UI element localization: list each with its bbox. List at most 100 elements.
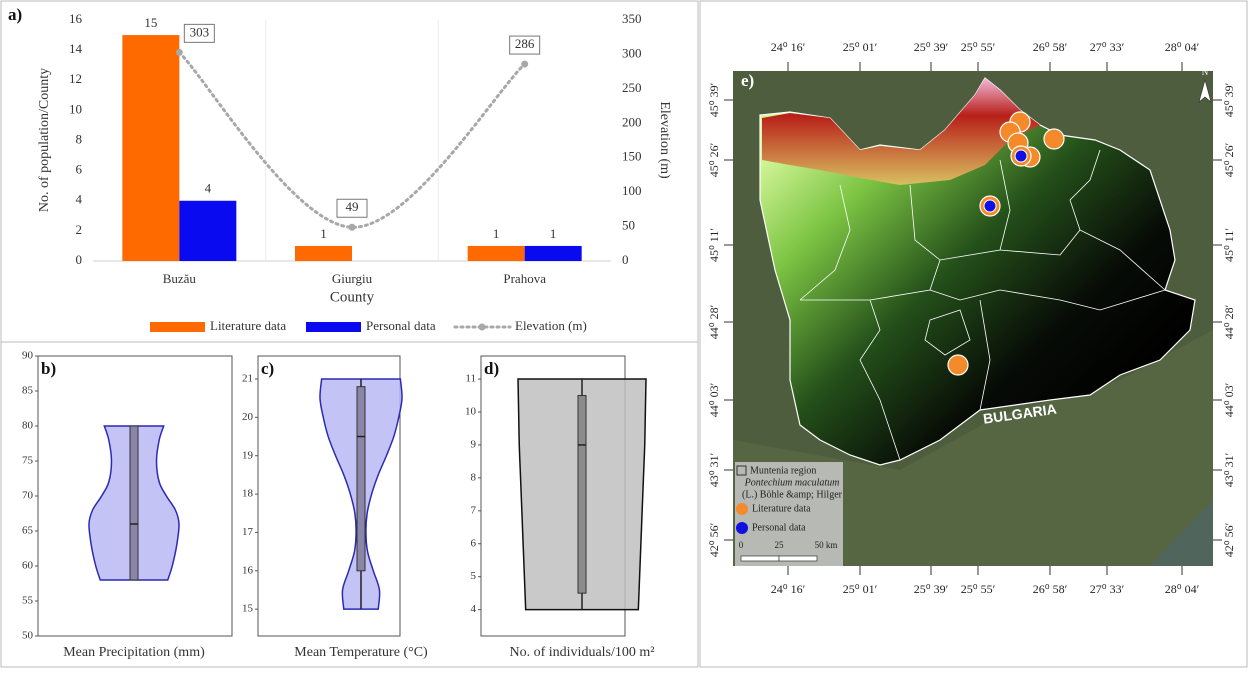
lon-label: 25⁰ 39′ xyxy=(914,582,949,596)
elevation-value-label: 286 xyxy=(515,36,535,51)
legend-text: Muntenia region xyxy=(750,465,816,476)
map: N e) BULGARIA Muntenia region Pontechium… xyxy=(707,40,1236,596)
y-tick-label: 9 xyxy=(471,438,477,450)
y-tick-label: 8 xyxy=(471,471,477,483)
x-axis-title: Mean Temperature (°C) xyxy=(294,645,428,660)
y-tick-label: 80 xyxy=(22,420,34,432)
legend-text: Pontechium maculatum xyxy=(744,477,840,488)
y2-tick-label: 350 xyxy=(622,11,642,26)
legend-swatch xyxy=(150,322,205,332)
y-tick-label: 21 xyxy=(242,373,253,385)
y-tick-label: 0 xyxy=(76,252,83,267)
elevation-value-label: 49 xyxy=(346,199,359,214)
legend-literature-swatch xyxy=(736,503,748,515)
lat-label: 45⁰ 26′ xyxy=(1222,142,1236,177)
y2-tick-label: 100 xyxy=(622,183,642,198)
y-tick-label: 60 xyxy=(22,560,34,572)
lon-label: 25⁰ 01′ xyxy=(843,40,878,54)
panel-label: c) xyxy=(261,359,274,378)
figure: N e) BULGARIA Muntenia region Pontechium… xyxy=(0,0,1248,668)
y-tick-label: 18 xyxy=(242,488,254,500)
lat-label: 43⁰ 31′ xyxy=(707,452,721,487)
lon-label: 28⁰ 04′ xyxy=(1165,582,1200,596)
lon-label: 25⁰ 01′ xyxy=(843,582,878,596)
elevation-point xyxy=(521,61,528,68)
y2-tick-label: 300 xyxy=(622,45,642,60)
y-tick-label: 14 xyxy=(69,41,83,56)
north-label: N xyxy=(1202,67,1209,77)
y-tick-label: 12 xyxy=(69,71,82,86)
x-tick-label: Prahova xyxy=(503,271,546,286)
bar xyxy=(122,35,179,261)
bar xyxy=(525,246,582,261)
x-axis-title: No. of individuals/100 m² xyxy=(510,645,655,660)
legend-text: Personal data xyxy=(752,522,806,533)
legend-text: Literature data xyxy=(752,503,811,514)
lon-label: 27⁰ 33′ xyxy=(1090,582,1125,596)
box xyxy=(578,396,586,594)
y-tick-label: 16 xyxy=(242,564,254,576)
lon-label: 26⁰ 58′ xyxy=(1033,582,1068,596)
y2-tick-label: 250 xyxy=(622,80,642,95)
y-tick-label: 2 xyxy=(76,222,83,237)
bar xyxy=(295,246,352,261)
legend-label: Personal data xyxy=(366,318,436,333)
y2-tick-label: 150 xyxy=(622,149,642,164)
y-tick-label: 4 xyxy=(471,603,477,615)
y-tick-label: 85 xyxy=(22,385,34,397)
y-tick-label: 5 xyxy=(471,570,477,582)
y-tick-label: 16 xyxy=(69,11,83,26)
y-tick-label: 70 xyxy=(22,490,34,502)
lon-label: 25⁰ 55′ xyxy=(961,582,996,596)
lon-label: 24⁰ 16′ xyxy=(771,582,806,596)
lon-label: 26⁰ 58′ xyxy=(1033,40,1068,54)
lat-label: 44⁰ 03′ xyxy=(1222,382,1236,417)
y-tick-label: 10 xyxy=(465,406,477,418)
y-tick-label: 17 xyxy=(242,526,254,538)
y-tick-label: 50 xyxy=(22,630,34,642)
bar xyxy=(468,246,525,261)
scale-label: 25 xyxy=(775,540,785,550)
body: {"chart_data":[ {"type":"bar","label":"a… xyxy=(0,0,1248,673)
y-tick-label: 65 xyxy=(22,525,34,537)
y-tick-label: 8 xyxy=(76,131,83,146)
lon-label: 25⁰ 39′ xyxy=(914,40,949,54)
y2-tick-label: 50 xyxy=(622,218,635,233)
panel-label: a) xyxy=(8,5,22,24)
x-axis-title: County xyxy=(330,289,375,305)
y-tick-label: 20 xyxy=(242,411,254,423)
y-tick-label: 15 xyxy=(242,603,254,615)
box xyxy=(357,387,365,571)
elevation-point xyxy=(349,224,356,231)
lat-label: 45⁰ 39′ xyxy=(707,82,721,117)
lat-label: 42⁰ 56′ xyxy=(1222,522,1236,557)
lat-label: 43⁰ 31′ xyxy=(1222,452,1236,487)
scale-label: 50 km xyxy=(815,540,838,550)
literature-point xyxy=(1044,129,1064,149)
y-tick-label: 75 xyxy=(22,455,34,467)
bar-value-label: 1 xyxy=(320,226,327,241)
lat-label: 44⁰ 28′ xyxy=(1222,304,1236,339)
y-tick-label: 4 xyxy=(76,192,83,207)
x-tick-label: Giurgiu xyxy=(332,271,373,286)
y2-tick-label: 200 xyxy=(622,114,642,129)
panel-label: e) xyxy=(741,71,754,90)
legend-text: (L.) Böhle &amp; Hilger xyxy=(742,489,843,500)
y2-axis-title: Elevation (m) xyxy=(657,101,672,179)
personal-point xyxy=(1015,150,1027,162)
lat-label: 45⁰ 11′ xyxy=(1222,228,1236,262)
personal-point xyxy=(984,200,996,212)
elevation-point xyxy=(176,49,183,56)
x-tick-label: Buzău xyxy=(163,271,197,286)
page: body{margin:0;background:#fff;font-famil… xyxy=(0,0,1248,673)
elevation-value-label: 303 xyxy=(190,24,210,39)
bar-value-label: 1 xyxy=(493,226,500,241)
lon-label: 28⁰ 04′ xyxy=(1165,40,1200,54)
legend-label: Literature data xyxy=(210,318,286,333)
panel-label: d) xyxy=(484,359,499,378)
y-tick-label: 19 xyxy=(242,449,254,461)
lat-label: 44⁰ 28′ xyxy=(707,304,721,339)
y-tick-label: 11 xyxy=(465,373,476,385)
box xyxy=(130,426,138,580)
legend-swatch-dot xyxy=(479,324,486,331)
